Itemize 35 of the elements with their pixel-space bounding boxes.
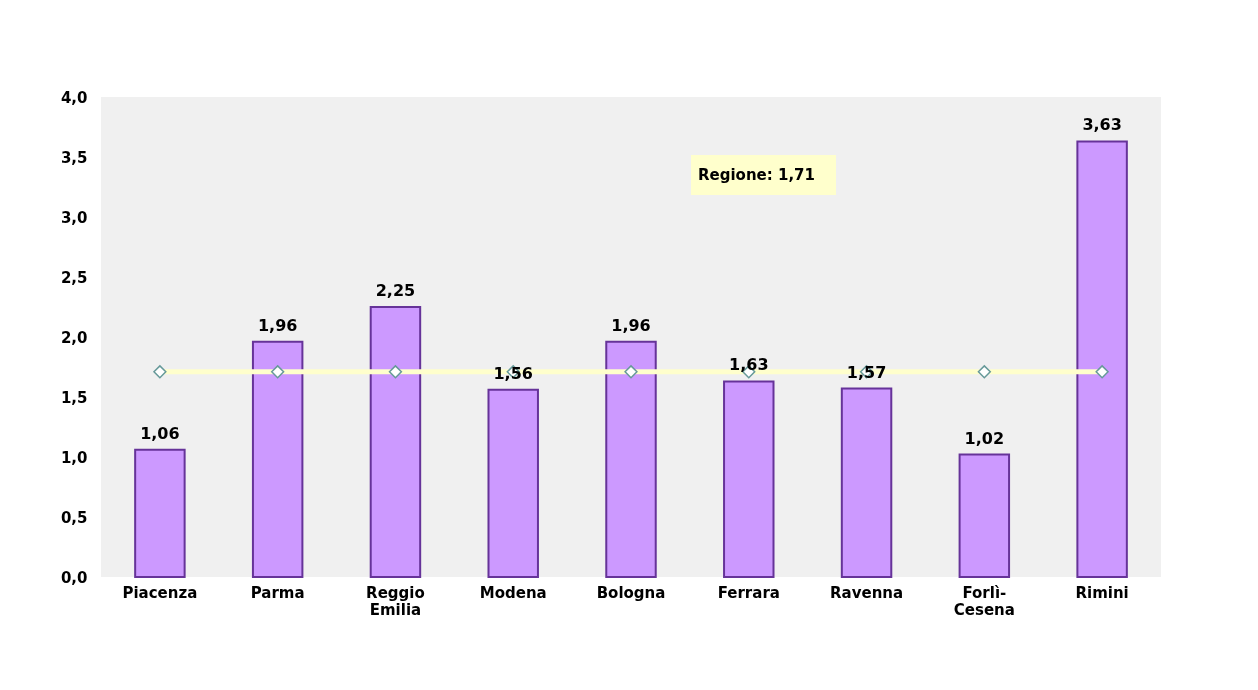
bar [1076, 140, 1128, 578]
annotation: Regione: 1,71 [698, 166, 815, 184]
y-tick-label: 2,5 [60, 268, 88, 287]
y-tick-label: 4,0 [60, 88, 88, 107]
data-label: 1,63 [729, 355, 769, 375]
data-label: 1,96 [611, 315, 651, 335]
bar [251, 340, 304, 578]
x-tick-label: Reggio Emilia [366, 583, 425, 619]
bar [369, 306, 422, 578]
bar [134, 448, 186, 578]
bar [723, 380, 775, 578]
data-label: 1,96 [257, 315, 298, 335]
x-tick-label: Bologna [596, 583, 666, 602]
bar [958, 453, 1011, 578]
y-tick-label: 0,0 [60, 568, 88, 587]
x-tick-label: Piacenza [122, 583, 198, 602]
x-tick-label: Ravenna [830, 583, 904, 602]
y-tick-label: 0,5 [60, 508, 88, 527]
data-label: 1,02 [964, 428, 1005, 448]
bar [487, 388, 539, 578]
data-label: 2,25 [375, 281, 416, 300]
y-tick-label: 3,0 [60, 208, 88, 227]
x-tick-label: Ferrara [717, 583, 780, 602]
bar [605, 340, 657, 578]
x-tick-label: Modena [479, 583, 547, 602]
y-tick-label: 3,5 [60, 148, 88, 167]
y-tick-label: 1,0 [60, 448, 88, 467]
x-tick-label: Forlì-Cesena [953, 583, 1015, 619]
y-tick-label: 2,0 [60, 328, 88, 347]
x-tick-label: Parma [250, 583, 305, 602]
data-label: 1,06 [140, 423, 180, 443]
data-label: 3,63 [1082, 115, 1122, 135]
x-tick-label: Rimini [1075, 583, 1129, 602]
bar [840, 387, 893, 578]
y-tick-label: 1,5 [60, 388, 88, 407]
